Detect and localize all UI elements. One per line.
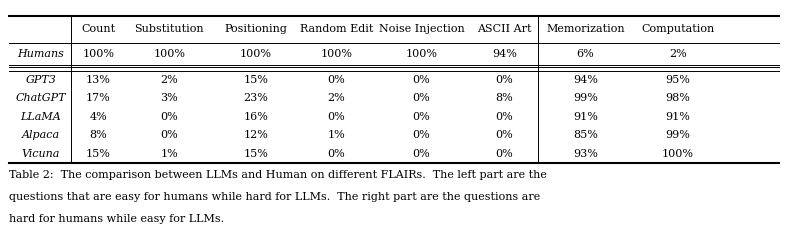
Text: 100%: 100%	[240, 49, 272, 59]
Text: 0%: 0%	[496, 149, 513, 159]
Text: 0%: 0%	[413, 75, 430, 85]
Text: 95%: 95%	[665, 75, 690, 85]
Text: 91%: 91%	[665, 112, 690, 122]
Text: Table 2:  The comparison between LLMs and Human on different FLAIRs.  The left p: Table 2: The comparison between LLMs and…	[9, 170, 548, 180]
Text: 94%: 94%	[492, 49, 517, 59]
Text: 0%: 0%	[328, 149, 345, 159]
Text: 0%: 0%	[413, 130, 430, 140]
Text: 0%: 0%	[496, 75, 513, 85]
Text: 0%: 0%	[161, 112, 178, 122]
Text: Computation: Computation	[641, 24, 714, 34]
Text: 0%: 0%	[328, 75, 345, 85]
Text: 0%: 0%	[413, 93, 430, 103]
Text: ChatGPT: ChatGPT	[16, 93, 66, 103]
Text: 4%: 4%	[90, 112, 107, 122]
Text: 17%: 17%	[86, 93, 111, 103]
Text: 100%: 100%	[321, 49, 352, 59]
Text: Count: Count	[81, 24, 116, 34]
Text: 94%: 94%	[573, 75, 598, 85]
Text: Random Edit: Random Edit	[299, 24, 374, 34]
Text: 2%: 2%	[161, 75, 178, 85]
Text: 6%: 6%	[577, 49, 594, 59]
Text: 23%: 23%	[243, 93, 269, 103]
Text: Alpaca: Alpaca	[22, 130, 60, 140]
Text: 0%: 0%	[413, 149, 430, 159]
Text: Memorization: Memorization	[546, 24, 625, 34]
Text: Substitution: Substitution	[135, 24, 204, 34]
Text: 85%: 85%	[573, 130, 598, 140]
Text: 100%: 100%	[662, 149, 693, 159]
Text: 0%: 0%	[161, 130, 178, 140]
Text: 100%: 100%	[406, 49, 437, 59]
Text: 1%: 1%	[328, 130, 345, 140]
Text: questions that are easy for humans while hard for LLMs.  The right part are the : questions that are easy for humans while…	[9, 192, 541, 202]
Text: 91%: 91%	[573, 112, 598, 122]
Text: ASCII Art: ASCII Art	[477, 24, 532, 34]
Text: LLaMA: LLaMA	[20, 112, 61, 122]
Text: Noise Injection: Noise Injection	[379, 24, 464, 34]
Text: 3%: 3%	[161, 93, 178, 103]
Text: GPT3: GPT3	[25, 75, 57, 85]
Text: 93%: 93%	[573, 149, 598, 159]
Text: 1%: 1%	[161, 149, 178, 159]
Text: Positioning: Positioning	[225, 24, 288, 34]
Text: 12%: 12%	[243, 130, 269, 140]
Text: 16%: 16%	[243, 112, 269, 122]
Text: 0%: 0%	[496, 130, 513, 140]
Text: Vicuna: Vicuna	[22, 149, 60, 159]
Text: 15%: 15%	[243, 75, 269, 85]
Text: 100%: 100%	[154, 49, 185, 59]
Text: 99%: 99%	[573, 93, 598, 103]
Text: 99%: 99%	[665, 130, 690, 140]
Text: hard for humans while easy for LLMs.: hard for humans while easy for LLMs.	[9, 214, 225, 224]
Text: 2%: 2%	[669, 49, 686, 59]
Text: 15%: 15%	[86, 149, 111, 159]
Text: 0%: 0%	[496, 112, 513, 122]
Text: 98%: 98%	[665, 93, 690, 103]
Text: Humans: Humans	[17, 49, 65, 59]
Text: 15%: 15%	[243, 149, 269, 159]
Text: 8%: 8%	[496, 93, 513, 103]
Text: 2%: 2%	[328, 93, 345, 103]
Text: 8%: 8%	[90, 130, 107, 140]
Text: 0%: 0%	[413, 112, 430, 122]
Text: 0%: 0%	[328, 112, 345, 122]
Text: 100%: 100%	[83, 49, 114, 59]
Text: 13%: 13%	[86, 75, 111, 85]
